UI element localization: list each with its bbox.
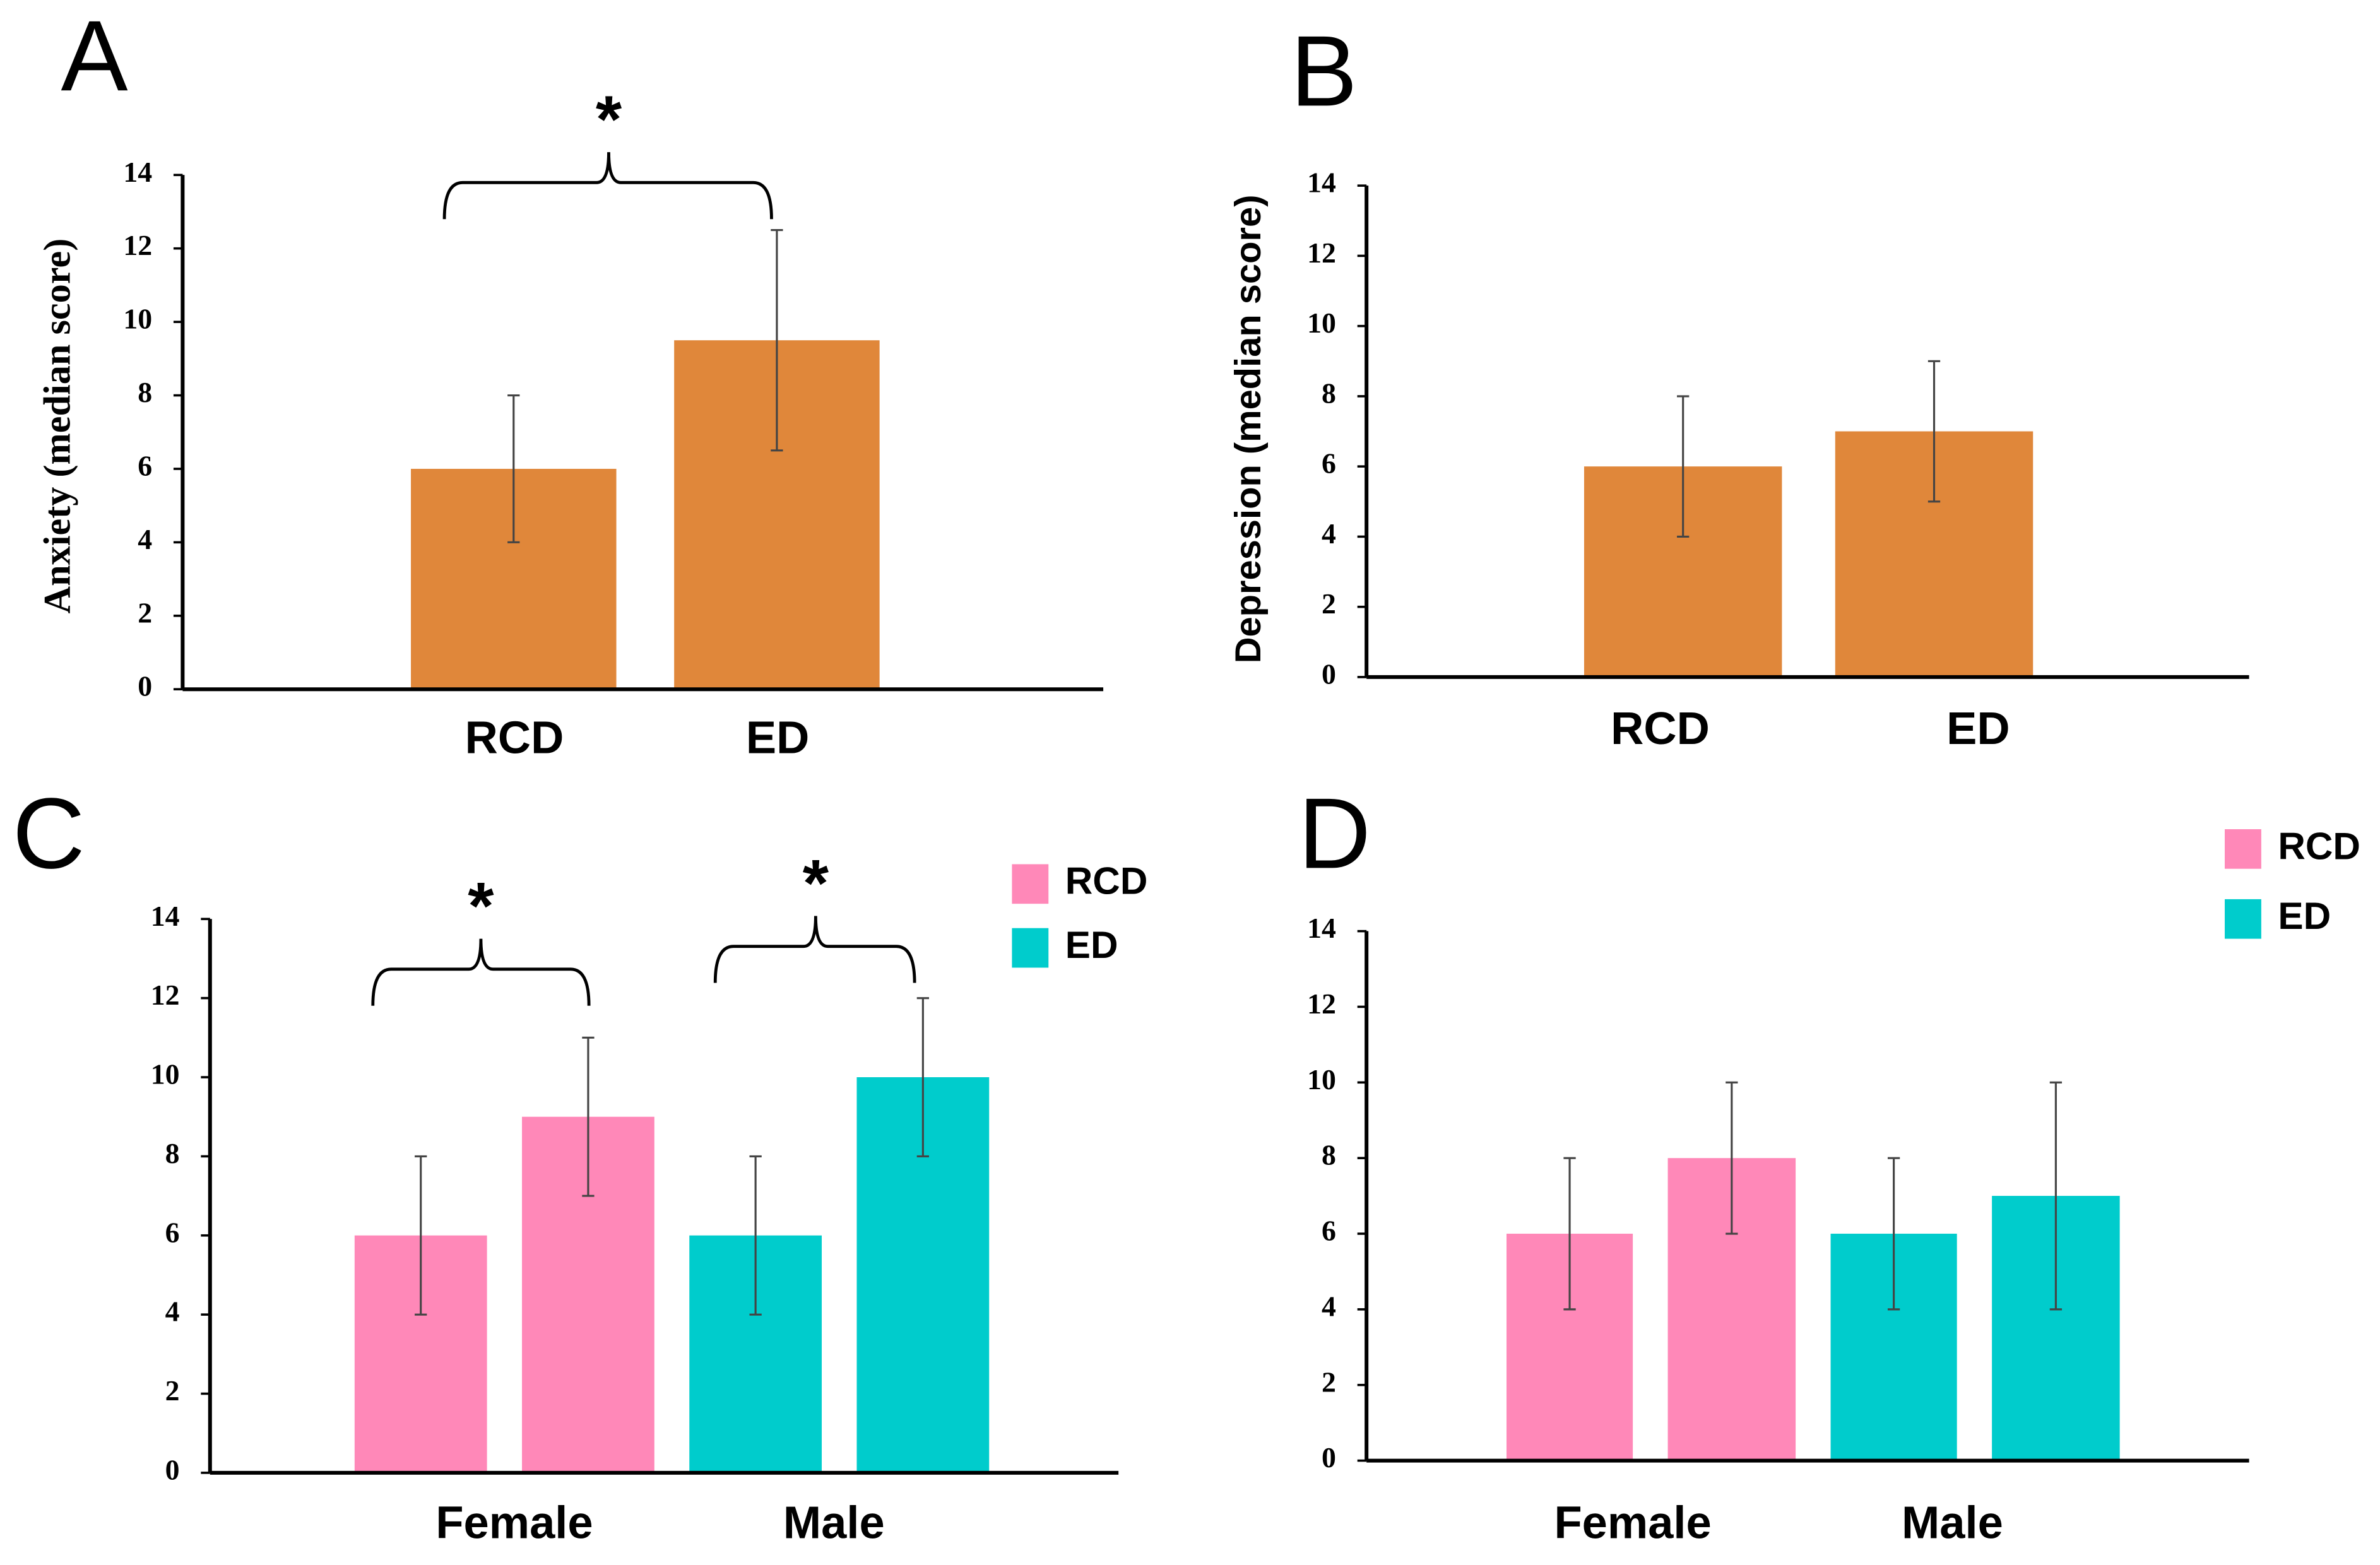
y-tick-label: 2: [1322, 588, 1336, 620]
y-tick-label: 0: [138, 670, 152, 702]
legend-label: RCD: [1065, 859, 1148, 902]
error-bar: [749, 1155, 762, 1316]
panel-label: D: [1298, 777, 1371, 889]
error-bar: [1677, 395, 1690, 538]
y-tick-label: 10: [151, 1058, 180, 1090]
error-bar: [1563, 1157, 1576, 1311]
legend-swatch: [1012, 864, 1049, 904]
error-bar: [1927, 360, 1941, 503]
significance-label: *: [596, 83, 622, 157]
x-tick-label: RCD: [1611, 704, 1710, 754]
y-tick-label: 4: [138, 523, 152, 555]
significance-label: *: [468, 869, 494, 943]
significance-label: *: [803, 846, 829, 921]
error-bar: [507, 394, 520, 543]
y-tick-label: 10: [1307, 1063, 1336, 1096]
y-tick-label: 8: [138, 376, 152, 408]
y-tick-label: 6: [165, 1216, 180, 1248]
error-bar: [2049, 1081, 2063, 1311]
y-tick-label: 4: [1322, 517, 1336, 550]
x-tick-label: Female: [1554, 1497, 1711, 1548]
significance-bracket: [442, 152, 773, 220]
y-tick-label: 8: [1322, 1139, 1336, 1171]
y-tick-label: 6: [138, 449, 152, 481]
x-tick-label: ED: [1946, 704, 2010, 754]
y-tick-label: 10: [123, 303, 152, 335]
legend-swatch: [1012, 928, 1049, 968]
error-bar: [771, 229, 783, 452]
panel-label: B: [1291, 15, 1358, 127]
y-tick-label: 0: [1322, 1441, 1336, 1473]
y-axis-label: Depression (median score): [1228, 195, 1269, 664]
significance-bracket: [371, 938, 591, 1006]
y-tick-label: 14: [123, 156, 152, 188]
legend-swatch: [2225, 899, 2261, 939]
panel-label: C: [13, 777, 85, 889]
y-tick-label: 14: [151, 900, 180, 932]
y-tick-label: 6: [1322, 1215, 1336, 1247]
y-tick-label: 4: [1322, 1290, 1336, 1322]
error-bar: [1726, 1081, 1738, 1235]
y-tick-label: 0: [165, 1453, 180, 1485]
y-axis-label: Anxiety (median score): [36, 239, 78, 614]
x-tick-label: ED: [746, 712, 809, 763]
x-tick-label: Male: [783, 1497, 885, 1548]
error-bar: [415, 1155, 427, 1316]
x-tick-label: Male: [1902, 1497, 2003, 1548]
y-tick-label: 2: [165, 1374, 180, 1407]
error-bar: [1887, 1157, 1900, 1311]
y-tick-label: 12: [1307, 988, 1336, 1020]
error-bar: [582, 1036, 595, 1197]
panel-label: A: [61, 0, 127, 112]
legend-label: ED: [2278, 894, 2331, 937]
y-tick-label: 6: [1322, 447, 1336, 480]
x-tick-label: RCD: [465, 712, 564, 763]
y-tick-label: 4: [165, 1296, 180, 1328]
y-tick-label: 8: [1322, 377, 1336, 409]
error-bar: [916, 997, 930, 1157]
legend-label: ED: [1065, 923, 1118, 966]
y-tick-label: 14: [1307, 167, 1336, 199]
legend-label: RCD: [2278, 824, 2360, 867]
y-tick-label: 12: [1307, 237, 1336, 269]
significance-bracket: [713, 916, 916, 983]
legend-swatch: [2225, 829, 2261, 869]
y-tick-label: 12: [151, 979, 180, 1011]
y-tick-label: 2: [1322, 1366, 1336, 1398]
x-tick-label: Female: [435, 1497, 593, 1548]
y-tick-label: 14: [1307, 912, 1336, 944]
y-tick-label: 8: [165, 1137, 180, 1169]
y-tick-label: 10: [1307, 307, 1336, 339]
y-tick-label: 12: [123, 229, 152, 261]
y-tick-label: 0: [1322, 658, 1336, 690]
y-tick-label: 2: [138, 596, 152, 629]
